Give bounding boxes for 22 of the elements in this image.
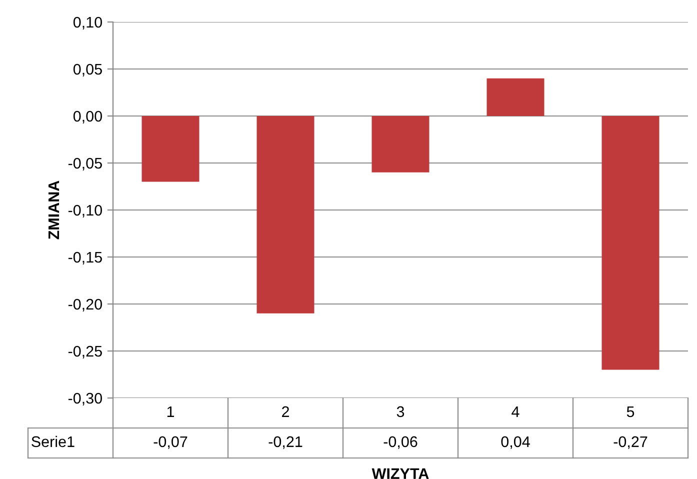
- x-tick-label: 5: [626, 406, 634, 418]
- y-tick-label: -0,25: [68, 346, 102, 358]
- y-axis-title: ZMIANA: [48, 180, 60, 240]
- y-tick-label: 0,05: [73, 64, 102, 76]
- x-tick-label: 4: [512, 406, 520, 417]
- y-tick-label: 0,10: [73, 16, 102, 30]
- data-label: -0,07: [154, 436, 188, 449]
- y-tick-label: -0,15: [68, 252, 102, 264]
- data-label: -0,27: [614, 436, 648, 449]
- data-label: -0,06: [384, 436, 418, 449]
- x-axis-title: WIZYTA: [372, 468, 429, 479]
- text: Serie1: [32, 436, 74, 448]
- y-tick-label: -0,30: [68, 392, 102, 406]
- y-tick-label: -0,20: [68, 298, 102, 312]
- data-label: 0,04: [501, 436, 530, 449]
- y-tick-label: -0,05: [68, 158, 102, 170]
- data-label: -0,21: [268, 436, 302, 449]
- x-tick-label: 2: [282, 406, 289, 417]
- x-tick-label: 3: [396, 406, 404, 418]
- y-tick-label: 0,00: [73, 110, 102, 124]
- x-tick-label: 1: [167, 406, 174, 417]
- y-tick-label: -0,10: [68, 204, 102, 218]
